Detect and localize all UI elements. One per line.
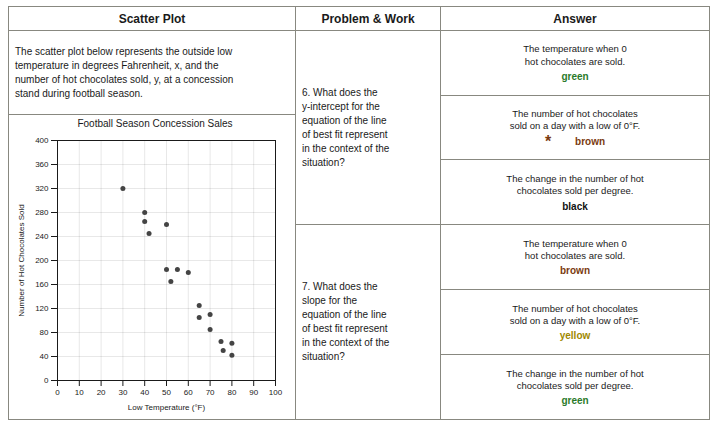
svg-text:160: 160 bbox=[35, 280, 49, 289]
html-text:Scatter Plot: Scatter Plot bbox=[118, 11, 186, 26]
svg-text:90: 90 bbox=[249, 388, 258, 397]
svg-text:0: 0 bbox=[55, 388, 60, 397]
html-text:The number of hot chocolates s: The number of hot chocolates sold on a d… bbox=[509, 108, 641, 132]
svg-text:50: 50 bbox=[162, 388, 171, 397]
svg-text:400: 400 bbox=[35, 136, 49, 145]
svg-text:120: 120 bbox=[35, 304, 49, 313]
html-text:Football Season Concession Sal: Football Season Concession Sales bbox=[77, 118, 233, 129]
svg-text:360: 360 bbox=[35, 160, 49, 169]
svg-text:80: 80 bbox=[227, 388, 236, 397]
svg-text:100: 100 bbox=[269, 388, 283, 397]
html-text:The scatter plot below represe: The scatter plot below represents the ou… bbox=[15, 45, 234, 99]
html-text:The temperature when 0 hot cho: The temperature when 0 hot chocolates ar… bbox=[523, 237, 627, 261]
svg-text:200: 200 bbox=[35, 256, 49, 265]
html-text:black: black bbox=[562, 200, 588, 212]
html-text:The change in the number of ho: The change in the number of hot chocolat… bbox=[506, 172, 644, 197]
svg-text:40: 40 bbox=[40, 352, 49, 361]
svg-text:0: 0 bbox=[44, 376, 49, 385]
html-text:The number of hot chocolates s: The number of hot chocolates sold on a d… bbox=[509, 302, 641, 326]
svg-text:80: 80 bbox=[40, 328, 49, 337]
html-text:brown: brown bbox=[575, 135, 606, 147]
svg-text:Low Temperature (°F): Low Temperature (°F) bbox=[128, 403, 206, 412]
svg-text:70: 70 bbox=[206, 388, 215, 397]
html-text:The temperature when 0 hot cho: The temperature when 0 hot chocolates ar… bbox=[523, 43, 627, 67]
html-text:Answer: Answer bbox=[553, 11, 597, 26]
svg-text:60: 60 bbox=[184, 388, 193, 397]
svg-text:320: 320 bbox=[35, 184, 49, 193]
svg-text:Number of Hot Chocolates Sold: Number of Hot Chocolates Sold bbox=[17, 204, 26, 317]
svg-text:240: 240 bbox=[35, 232, 49, 241]
svg-text:40: 40 bbox=[140, 388, 149, 397]
html-text:green: green bbox=[561, 71, 589, 83]
svg-text:10: 10 bbox=[75, 388, 84, 397]
html-text:yellow: yellow bbox=[559, 330, 591, 342]
html-text:6. What does the y-intercept f: 6. What does the y-intercept for the equ… bbox=[302, 86, 390, 168]
html-text:brown: brown bbox=[560, 265, 590, 277]
svg-text:280: 280 bbox=[35, 208, 49, 217]
html-text:The change in the number of ho: The change in the number of hot chocolat… bbox=[506, 367, 644, 391]
html-text:7. What does the slope for the: 7. What does the slope for the equation … bbox=[302, 281, 390, 362]
svg-text:20: 20 bbox=[97, 388, 106, 397]
html-text:Problem & Work: Problem & Work bbox=[321, 11, 415, 26]
html-text:green: green bbox=[561, 395, 589, 407]
svg-text:30: 30 bbox=[118, 388, 127, 397]
